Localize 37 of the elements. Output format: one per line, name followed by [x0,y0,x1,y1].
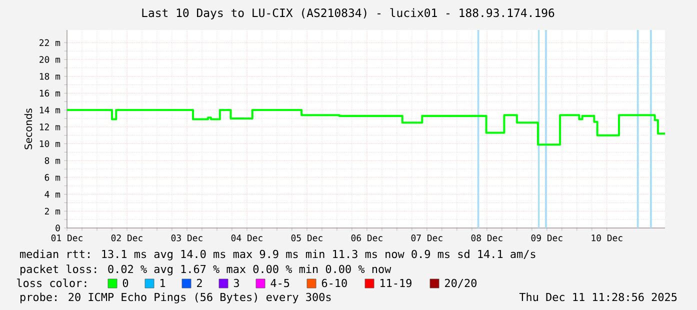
x-tick-label: 05 Dec [291,234,322,242]
text: Thu Dec 11 11:28:56 2025 [519,292,677,302]
y-axis-title: Seconds [24,108,32,150]
legend-title: loss color: [17,278,86,288]
y-tick-label: 18 m [40,72,60,80]
x-tick-label: 07 Dec [411,234,442,242]
x-tick-label: 08 Dec [471,234,502,242]
x-tick-label: 01 Dec [51,234,82,242]
legend-label: 11-19 [380,278,412,288]
y-tick-label: 4 m [44,191,60,198]
y-tick-label: 22 m [40,39,60,46]
y-tick-label: 2 m [44,208,60,214]
text: packet loss: 0.02 % avg 1.67 % max 0.00 % min 0.00 % now [20,264,392,276]
y-tick-label: 0 [56,224,60,232]
legend-label: 3 [234,278,239,288]
x-tick-label: 04 Dec [231,234,262,242]
y-tick-label: 20 m [40,56,60,63]
y-tick-label: 16 m [40,90,60,97]
legend-label: 1 [160,279,166,287]
x-tick-label: 02 Dec [111,234,142,242]
y-tick-label: 6 m [44,174,60,181]
legend-label: 4-5 [270,279,290,288]
y-tick-label: 10 m [40,140,60,148]
text: probe: 20 ICMP Echo Pings (56 Bytes) every 300s [20,292,331,304]
x-tick-label: 10 Dec [592,234,622,242]
x-tick-label: 03 Dec [171,234,202,242]
y-tick-label: 14 m [40,106,60,114]
legend-label: 20/20 [445,278,476,288]
y-tick-label: 12 m [40,124,60,130]
legend-label: 2 [197,278,202,287]
x-tick-label: 09 Dec [531,234,562,242]
text: median rtt: 13.1 ms avg 14.0 ms max 9.9 ms min 11.3 ms now 0.9 ms sd 14.1 am/s [20,250,536,260]
legend-label: 0 [122,278,128,288]
x-tick-label: 06 Dec [351,234,382,242]
y-tick-label: 8 m [44,157,60,164]
chart-title: Last 10 Days to LU-CIX (AS210834) - lucix01 - 188.93.174.196 [142,8,554,20]
legend-label: 6-10 [322,278,347,288]
